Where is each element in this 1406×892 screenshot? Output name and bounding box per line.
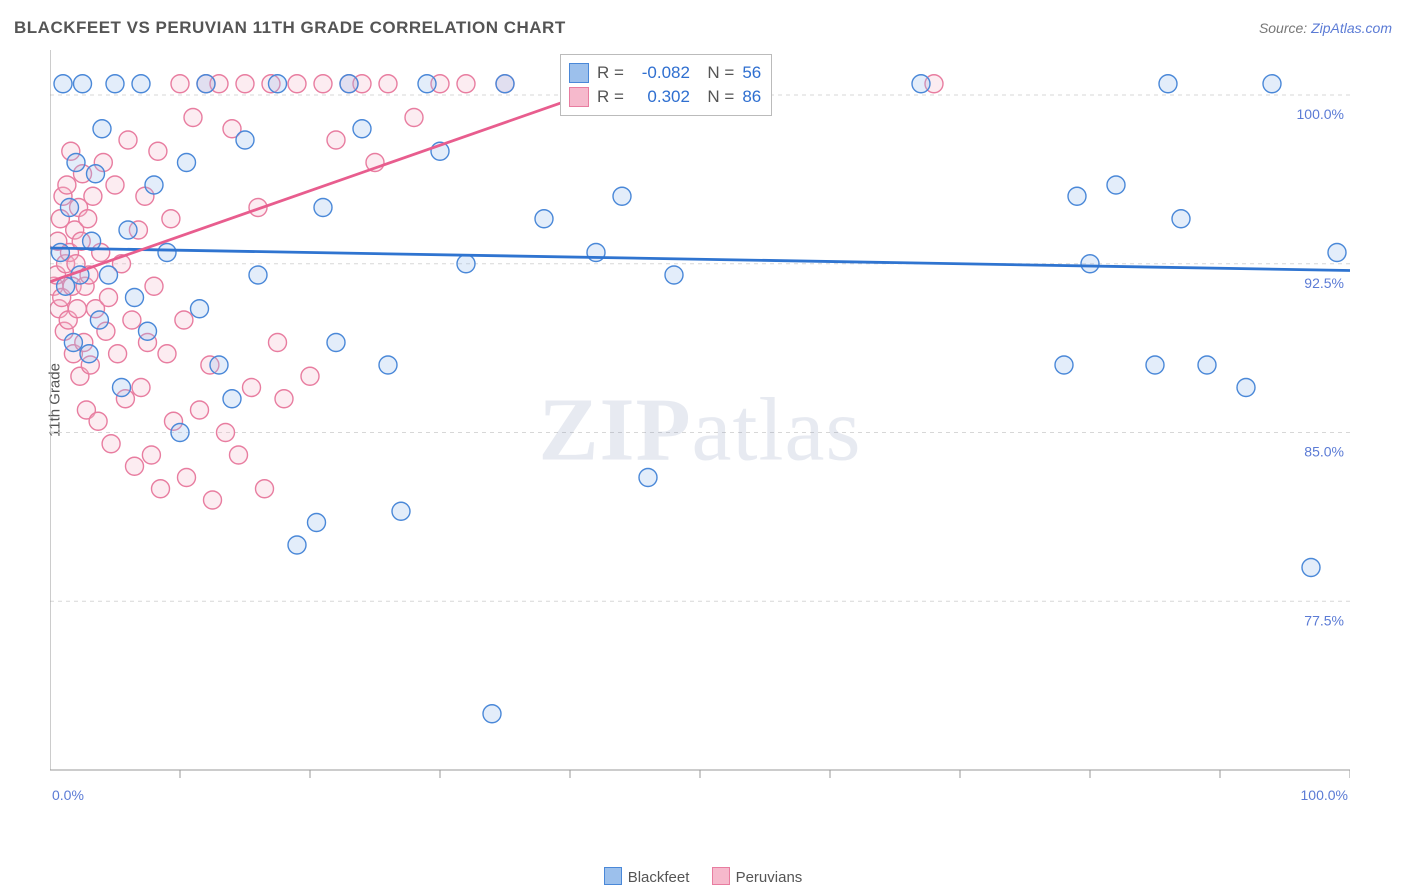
legend-n-0: 56: [742, 61, 761, 85]
legend-r-1: 0.302: [632, 85, 690, 109]
plot-area: 77.5%85.0%92.5%100.0%0.0%100.0% ZIPatlas: [50, 50, 1350, 810]
stats-legend-row-1: R = 0.302 N = 86: [569, 85, 761, 109]
source-attribution: Source: ZipAtlas.com: [1259, 20, 1392, 36]
legend-n-1: 86: [742, 85, 761, 109]
source-link[interactable]: ZipAtlas.com: [1311, 20, 1392, 36]
x-legend-item-0: Blackfeet: [604, 869, 690, 886]
legend-swatch-1: [569, 87, 589, 107]
legend-r-0: -0.082: [632, 61, 690, 85]
header: BLACKFEET VS PERUVIAN 11TH GRADE CORRELA…: [0, 0, 1406, 48]
x-legend-label-0: Blackfeet: [628, 869, 690, 886]
legend-swatch-0: [569, 63, 589, 83]
scatter-chart: 77.5% 85.0% 92.5% 100.0% 0.0% 100.0%: [50, 50, 1350, 810]
x-legend-swatch-0: [604, 867, 622, 885]
x-series-legend: Blackfeet Peruvians: [0, 867, 1406, 886]
x-legend-swatch-1: [712, 867, 730, 885]
svg-text:85.0%: 85.0%: [1304, 444, 1344, 460]
stats-legend: R = -0.082 N = 56 R = 0.302 N = 86: [560, 54, 772, 116]
svg-text:77.5%: 77.5%: [1304, 612, 1344, 628]
x-legend-item-1: Peruvians: [694, 869, 803, 886]
x-legend-label-1: Peruvians: [736, 869, 803, 886]
source-prefix: Source:: [1259, 20, 1311, 36]
svg-text:0.0%: 0.0%: [52, 787, 84, 803]
svg-text:92.5%: 92.5%: [1304, 275, 1344, 291]
svg-text:100.0%: 100.0%: [1297, 106, 1344, 122]
svg-text:100.0%: 100.0%: [1301, 787, 1348, 803]
stats-legend-row-0: R = -0.082 N = 56: [569, 61, 761, 85]
chart-title: BLACKFEET VS PERUVIAN 11TH GRADE CORRELA…: [14, 18, 566, 38]
